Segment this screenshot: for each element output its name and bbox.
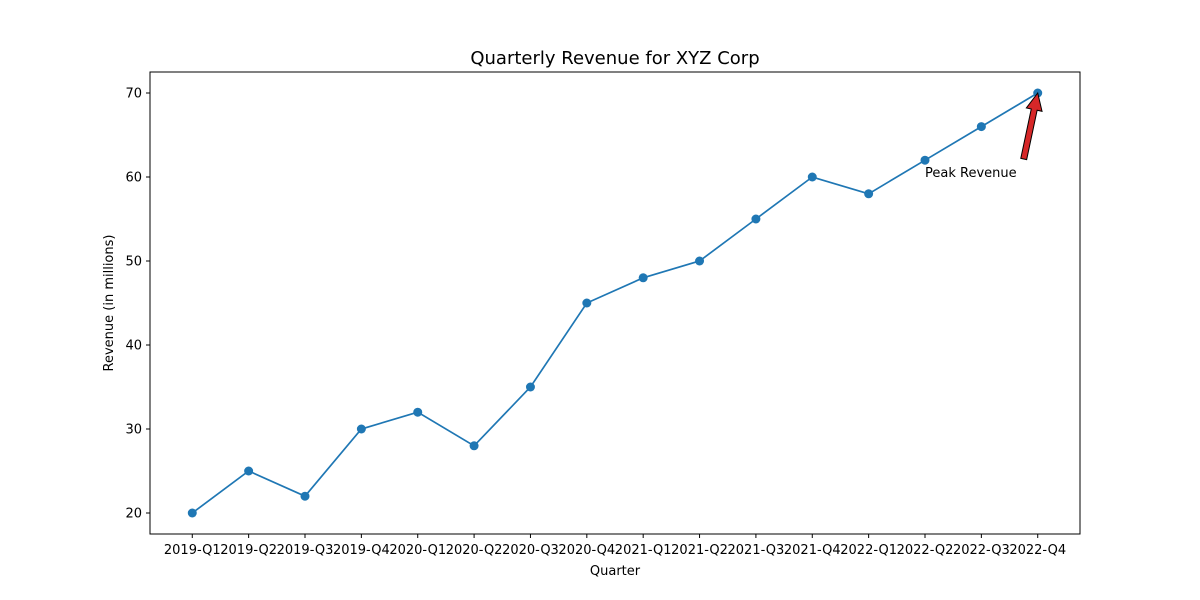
x-tick-label: 2020-Q4 — [558, 543, 615, 558]
x-tick-label: 2021-Q1 — [615, 543, 672, 558]
x-tick-label: 2022-Q4 — [1009, 543, 1066, 558]
x-tick-label: 2022-Q1 — [840, 543, 897, 558]
data-point — [582, 298, 592, 308]
y-tick-label: 50 — [125, 255, 142, 270]
data-point — [751, 214, 761, 224]
y-tick-label: 30 — [125, 423, 142, 438]
y-axis-label: Revenue (in millions) — [102, 235, 117, 372]
data-points — [187, 88, 1043, 518]
x-tick-label: 2021-Q3 — [728, 543, 785, 558]
x-tick-label: 2021-Q2 — [671, 543, 728, 558]
x-tick-label: 2019-Q4 — [333, 543, 390, 558]
plot-area — [149, 71, 1081, 535]
data-point — [864, 189, 874, 199]
series-line — [191, 92, 1039, 514]
x-axis: 2019-Q1 2019-Q2 2019-Q3 2019-Q4 2020-Q1 2020-… — [164, 534, 1066, 558]
data-point — [695, 256, 705, 266]
x-tick-label: 2020-Q2 — [446, 543, 503, 558]
data-point — [525, 382, 535, 392]
data-point — [244, 466, 254, 476]
data-point — [300, 491, 310, 501]
y-tick-label: 40 — [125, 339, 142, 354]
y-tick-label: 20 — [125, 507, 142, 522]
x-tick-label: 2022-Q3 — [953, 543, 1010, 558]
x-tick-label: 2020-Q1 — [389, 543, 446, 558]
data-point — [413, 407, 423, 417]
chart-title: Quarterly Revenue for XYZ Corp — [470, 48, 759, 69]
y-axis: 20 30 40 50 60 70 — [125, 87, 150, 522]
data-point — [187, 508, 197, 518]
y-tick-label: 70 — [125, 87, 142, 102]
x-axis-label: Quarter — [590, 564, 641, 579]
data-point — [356, 424, 366, 434]
x-tick-label: 2019-Q2 — [220, 543, 277, 558]
annotation-arrow — [1020, 91, 1043, 161]
y-tick-label: 60 — [125, 171, 142, 186]
x-tick-label: 2020-Q3 — [502, 543, 559, 558]
data-point — [638, 273, 648, 283]
x-tick-label: 2022-Q2 — [897, 543, 954, 558]
x-tick-label: 2021-Q4 — [784, 543, 841, 558]
data-point — [976, 122, 986, 132]
data-point — [469, 441, 479, 451]
x-tick-label: 2019-Q3 — [277, 543, 334, 558]
x-tick-label: 2019-Q1 — [164, 543, 221, 558]
annotation-label: Peak Revenue — [925, 166, 1017, 181]
data-point — [920, 155, 930, 165]
data-point — [807, 172, 817, 182]
